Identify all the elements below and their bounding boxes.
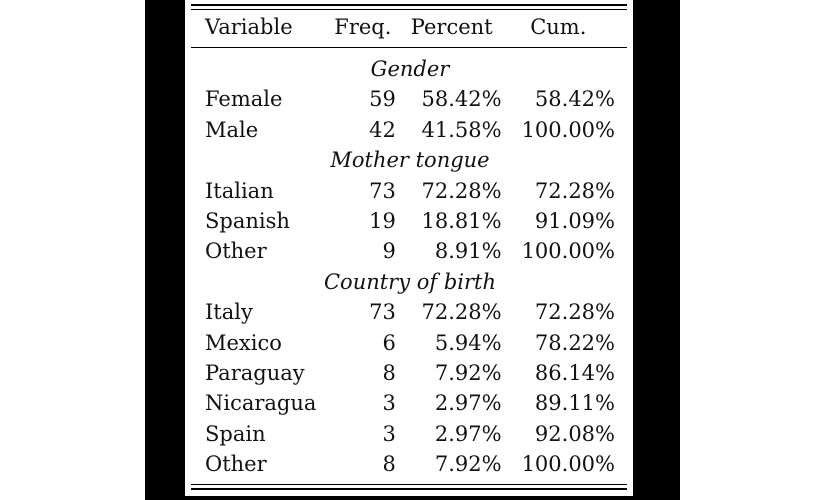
bottom-rule: [191, 488, 627, 490]
group-heading-row: Country of birth: [197, 267, 623, 297]
group-heading-row: Mother tongue: [197, 145, 623, 175]
cell-percent: 18.81%: [421, 209, 502, 234]
top-rule-inner: [191, 9, 627, 10]
cell-percent: 72.28%: [421, 178, 502, 203]
header-rule: [191, 47, 627, 48]
cell-variable: Female: [205, 87, 283, 112]
cell-freq: 6: [382, 330, 396, 355]
cell-variable: Other: [205, 452, 267, 477]
cell-freq: 73: [369, 178, 396, 203]
group-title-mother-tongue: Mother tongue: [330, 148, 490, 173]
table-row: Male 42 41.58% 100.00%: [197, 115, 623, 145]
cell-freq: 8: [382, 361, 396, 386]
cell-cum: 92.08%: [534, 421, 615, 446]
table-row: Other 9 8.91% 100.00%: [197, 236, 623, 266]
cell-variable: Male: [205, 117, 259, 142]
cell-percent: 2.97%: [434, 391, 502, 416]
cell-percent: 8.91%: [434, 239, 502, 264]
cell-variable: Mexico: [205, 330, 282, 355]
cell-freq: 8: [382, 452, 396, 477]
table-row: Spain 3 2.97% 92.08%: [197, 419, 623, 449]
cell-percent: 72.28%: [421, 300, 502, 325]
cell-freq: 9: [382, 239, 396, 264]
cell-variable: Other: [205, 239, 267, 264]
table-row: Nicaragua 3 2.97% 89.11%: [197, 388, 623, 418]
cell-cum: 86.14%: [534, 361, 615, 386]
table-page: Variable Freq. Percent Cum. Gender Femal…: [185, 0, 633, 496]
cell-percent: 58.42%: [421, 87, 502, 112]
cell-freq: 42: [369, 117, 396, 142]
top-rule: [191, 4, 627, 6]
group-heading-row: Gender: [197, 48, 623, 84]
cell-cum: 72.28%: [534, 300, 615, 325]
cell-cum: 58.42%: [534, 87, 615, 112]
cell-variable: Italian: [205, 178, 274, 203]
table-row: Spanish 19 18.81% 91.09%: [197, 206, 623, 236]
cell-cum: 100.00%: [521, 117, 615, 142]
header-cum: Cum.: [530, 14, 587, 39]
cell-cum: 89.11%: [534, 391, 615, 416]
cell-cum: 100.00%: [521, 239, 615, 264]
cell-freq: 59: [369, 87, 396, 112]
table-row: Mexico 6 5.94% 78.22%: [197, 328, 623, 358]
header-variable: Variable: [205, 14, 293, 39]
cell-freq: 3: [382, 421, 396, 446]
group-title-country-of-birth: Country of birth: [323, 269, 497, 294]
left-margin: [0, 0, 145, 500]
cell-cum: 100.00%: [521, 452, 615, 477]
table-row: Italian 73 72.28% 72.28%: [197, 176, 623, 206]
cell-cum: 72.28%: [534, 178, 615, 203]
table-row: Female 59 58.42% 58.42%: [197, 84, 623, 114]
cell-variable: Italy: [205, 300, 253, 325]
cell-cum: 78.22%: [534, 330, 615, 355]
frequency-table: Variable Freq. Percent Cum. Gender Femal…: [197, 10, 623, 480]
cell-variable: Paraguay: [205, 361, 305, 386]
cell-freq: 73: [369, 300, 396, 325]
header-percent: Percent: [410, 14, 493, 39]
cell-freq: 19: [369, 209, 396, 234]
cell-variable: Nicaragua: [205, 391, 317, 416]
table-row: Other 8 7.92% 100.00%: [197, 449, 623, 479]
table-row: Italy 73 72.28% 72.28%: [197, 297, 623, 327]
cell-percent: 7.92%: [434, 452, 502, 477]
cell-cum: 91.09%: [534, 209, 615, 234]
cell-percent: 41.58%: [421, 117, 502, 142]
right-margin: [680, 0, 825, 500]
cell-percent: 2.97%: [434, 421, 502, 446]
header-freq: Freq.: [334, 14, 392, 39]
cell-variable: Spanish: [205, 209, 290, 234]
group-title-gender: Gender: [370, 57, 450, 81]
cell-percent: 5.94%: [434, 330, 502, 355]
table-row: Paraguay 8 7.92% 86.14%: [197, 358, 623, 388]
table-header-row: Variable Freq. Percent Cum.: [197, 10, 623, 48]
bottom-rule-inner: [191, 484, 627, 485]
cell-percent: 7.92%: [434, 361, 502, 386]
cell-freq: 3: [382, 391, 396, 416]
cell-variable: Spain: [205, 421, 266, 446]
